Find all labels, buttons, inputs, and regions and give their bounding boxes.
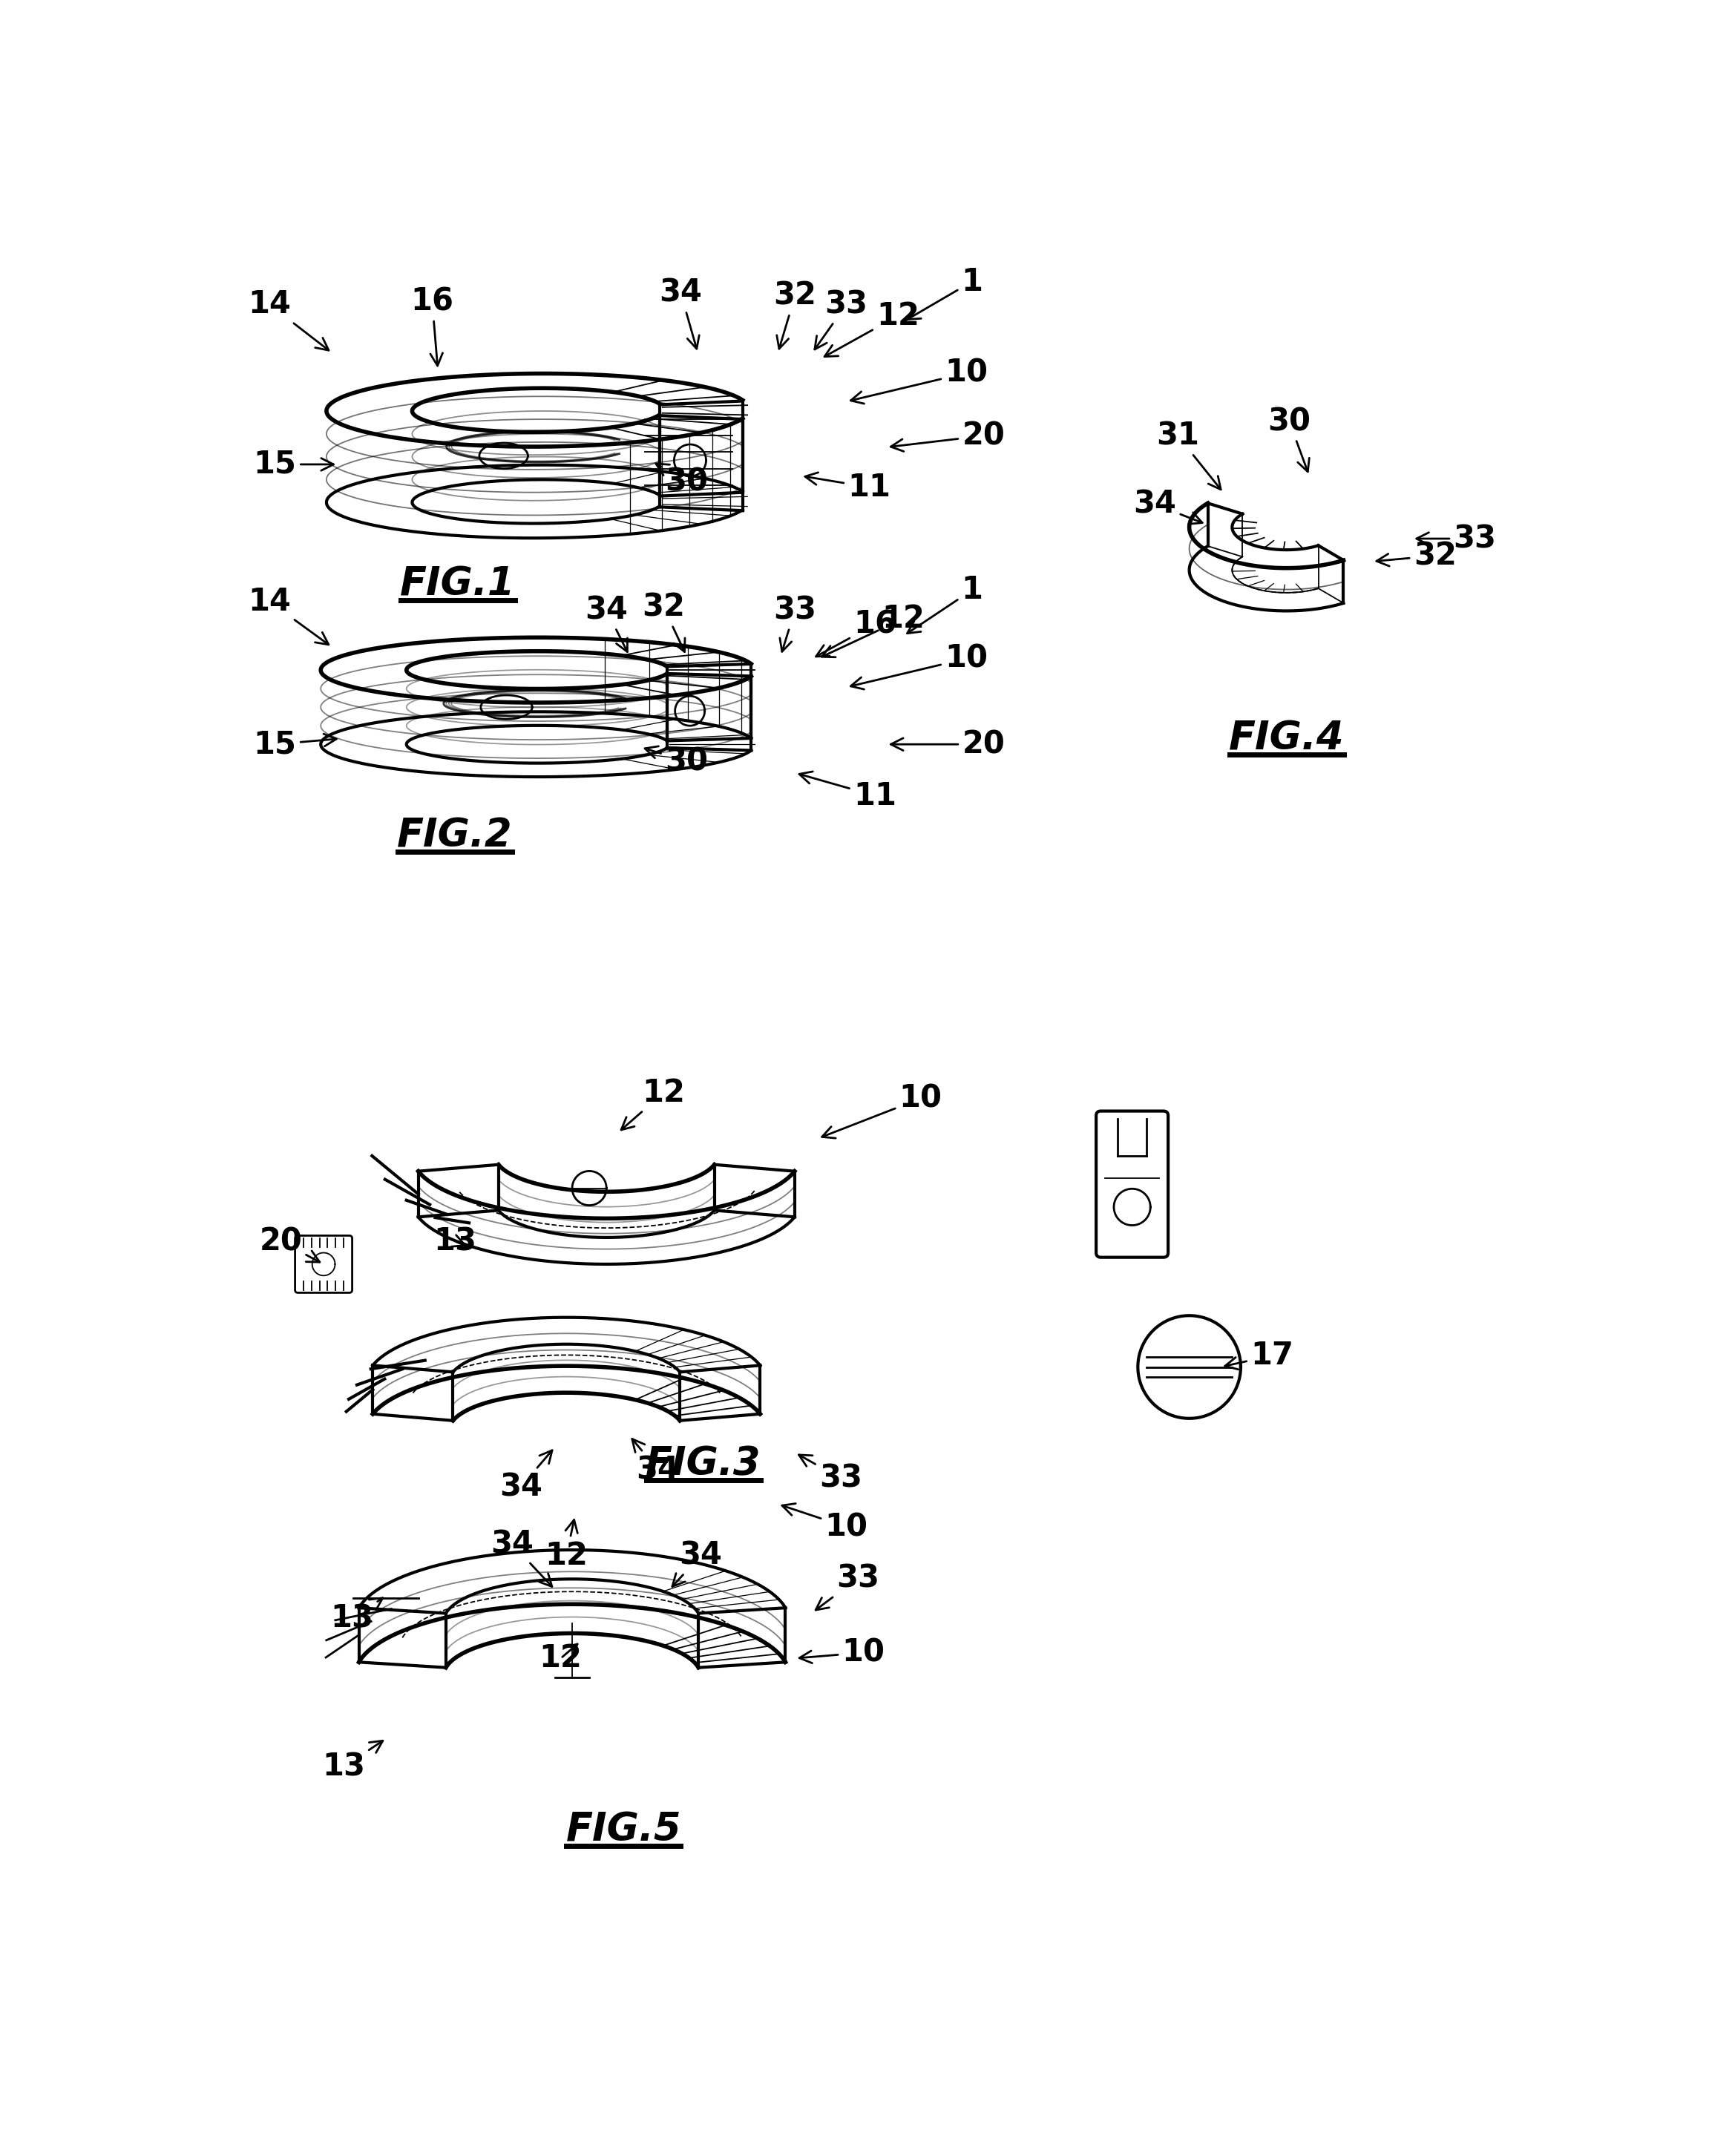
Text: 34: 34 (490, 1529, 552, 1587)
Text: 12: 12 (824, 300, 919, 356)
Text: 30: 30 (644, 746, 708, 776)
Text: 34: 34 (1133, 489, 1203, 524)
Text: 10: 10 (800, 1636, 885, 1669)
Text: 34: 34 (584, 595, 627, 651)
Text: 30: 30 (656, 464, 708, 498)
Text: 12: 12 (540, 1643, 583, 1673)
Text: 16: 16 (815, 608, 897, 658)
Text: 20: 20 (260, 1227, 320, 1261)
Text: 16: 16 (410, 287, 453, 367)
Text: 17: 17 (1225, 1341, 1294, 1371)
Text: 31: 31 (1157, 420, 1220, 489)
Text: 10: 10 (822, 1082, 942, 1138)
Text: 33: 33 (815, 289, 868, 349)
Text: 32: 32 (774, 280, 817, 349)
Text: 15: 15 (253, 448, 333, 481)
Text: 33: 33 (798, 1455, 863, 1494)
Text: 34: 34 (499, 1451, 552, 1503)
Text: 34: 34 (660, 278, 702, 349)
Text: 20: 20 (890, 420, 1005, 451)
Text: 1: 1 (907, 573, 983, 634)
Text: 10: 10 (851, 358, 988, 403)
Text: 14: 14 (248, 586, 328, 645)
Text: 13: 13 (434, 1227, 477, 1257)
Text: 13: 13 (321, 1740, 383, 1783)
Text: 15: 15 (253, 729, 337, 759)
Text: FIG.3: FIG.3 (646, 1445, 761, 1483)
Text: 11: 11 (800, 772, 897, 811)
Text: 33: 33 (815, 1563, 880, 1611)
Text: 34: 34 (632, 1438, 680, 1485)
Text: 33: 33 (1417, 524, 1497, 554)
Text: 33: 33 (774, 595, 817, 651)
Text: 11: 11 (805, 472, 890, 502)
Text: 13: 13 (330, 1598, 383, 1634)
Text: 12: 12 (620, 1078, 685, 1130)
Text: FIG.1: FIG.1 (400, 565, 516, 604)
Text: 10: 10 (783, 1503, 868, 1542)
Text: 20: 20 (890, 729, 1005, 759)
Text: 32: 32 (643, 591, 685, 651)
Text: 34: 34 (672, 1539, 723, 1587)
Text: 10: 10 (851, 642, 988, 690)
Text: 30: 30 (1268, 405, 1311, 472)
Text: 14: 14 (248, 289, 328, 349)
Text: FIG.4: FIG.4 (1229, 720, 1345, 759)
Text: 12: 12 (822, 604, 925, 658)
Text: 12: 12 (545, 1520, 588, 1572)
Text: FIG.2: FIG.2 (396, 817, 513, 856)
Text: 1: 1 (907, 265, 983, 319)
Text: FIG.5: FIG.5 (566, 1811, 682, 1850)
Text: 32: 32 (1376, 541, 1456, 571)
